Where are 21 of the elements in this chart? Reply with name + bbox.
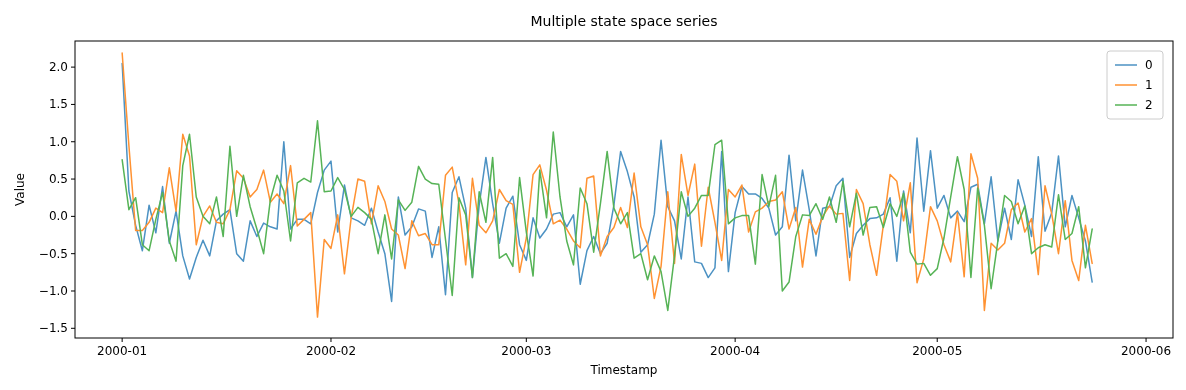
- x-axis-title: Timestamp: [589, 363, 658, 377]
- x-tick-label: 2000-05: [912, 344, 963, 358]
- legend-label: 1: [1145, 78, 1153, 92]
- y-axis-title: Value: [13, 173, 27, 206]
- y-tick-label: −1.0: [38, 283, 68, 298]
- legend-label: 0: [1145, 58, 1153, 72]
- legend-label: 2: [1145, 98, 1153, 112]
- y-tick-label: 0.5: [48, 172, 68, 187]
- y-tick-label: 0.0: [48, 209, 68, 224]
- y-tick-label: 2.0: [48, 60, 68, 75]
- y-tick-label: −0.5: [38, 246, 68, 261]
- y-tick-label: 1.0: [48, 134, 68, 149]
- y-tick-label: 1.5: [48, 97, 68, 112]
- line-series: [121, 120, 1093, 312]
- x-tick-label: 2000-01: [97, 344, 148, 358]
- x-tick-label: 2000-03: [501, 344, 552, 358]
- chart-title: Multiple state space series: [530, 13, 718, 29]
- x-tick-label: 2000-04: [710, 344, 761, 358]
- x-tick-label: 2000-02: [305, 344, 357, 358]
- y-tick-label: −1.5: [38, 321, 68, 336]
- x-tick-label: 2000-06: [1120, 344, 1172, 358]
